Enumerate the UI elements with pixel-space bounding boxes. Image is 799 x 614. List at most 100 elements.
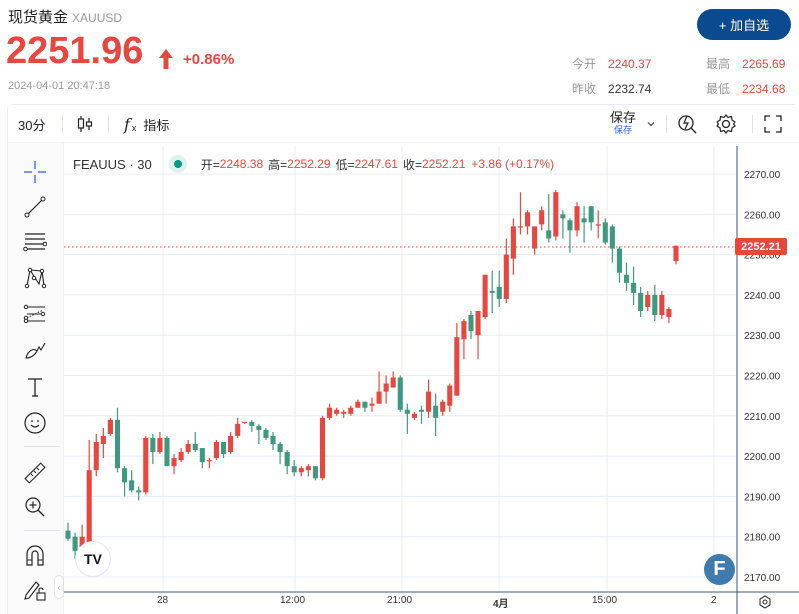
candlestick-icon: [77, 116, 93, 132]
candle-body: [242, 421, 248, 424]
crosshair-icon: [24, 161, 46, 183]
time-tick-label: 15:00: [592, 595, 618, 606]
time-tick-label: 28: [157, 595, 169, 606]
candle-body: [199, 448, 205, 463]
candle-body: [489, 290, 495, 293]
candle-body: [426, 391, 432, 412]
tool-crosshair[interactable]: [21, 158, 49, 186]
candle-body: [86, 470, 92, 551]
market-status-icon: [168, 155, 187, 173]
candle-body: [595, 224, 601, 226]
svg-text:2270.00: 2270.00: [744, 170, 781, 181]
candle-body: [475, 311, 481, 336]
quick-search-button[interactable]: [677, 105, 699, 143]
event-flag-badge[interactable]: F: [704, 554, 735, 585]
candle-body: [397, 377, 403, 410]
candle-body: [539, 210, 545, 225]
svg-text:2230.00: 2230.00: [744, 331, 781, 342]
save-sublabel: 保存: [613, 125, 632, 135]
candle-body: [319, 417, 326, 479]
candle-body: [588, 206, 594, 223]
candle-body: [157, 437, 163, 453]
brush-icon: [25, 342, 46, 359]
candle-body: [341, 411, 347, 414]
candle-body: [270, 435, 276, 445]
tradingview-logo[interactable]: TV: [75, 541, 111, 577]
save-button[interactable]: 保存 保存: [598, 110, 648, 136]
indicators-label: 指标: [143, 117, 170, 133]
stat-value: 2265.69: [742, 57, 786, 71]
fullscreen-button[interactable]: [764, 105, 782, 143]
candle-body: [93, 441, 99, 471]
chart-type-button[interactable]: [76, 105, 94, 143]
svg-text:2240.00: 2240.00: [744, 291, 781, 302]
candle-body: [616, 248, 622, 273]
candle-body: [164, 437, 170, 467]
candle-body: [122, 468, 128, 483]
time-tick-label: 12:00: [280, 595, 306, 606]
candle-body: [532, 226, 538, 249]
candle-body: [362, 401, 368, 408]
magnet-icon: [26, 545, 44, 566]
tool-horizontal-lines[interactable]: [21, 228, 49, 256]
legend-close-key: 收=: [402, 157, 422, 172]
lightning-search-icon: [678, 115, 697, 134]
candle-body: [383, 383, 389, 392]
candle-body: [560, 214, 566, 219]
candle-body: [192, 444, 198, 451]
candle-body: [390, 377, 396, 388]
tool-brush[interactable]: [21, 336, 49, 364]
candle-body: [298, 468, 304, 473]
legend-close: 2252.21: [421, 157, 466, 171]
tool-trend-line[interactable]: [21, 193, 49, 221]
svg-text:2200.00: 2200.00: [744, 452, 781, 463]
candle-body: [369, 403, 375, 406]
interval-selector[interactable]: 30分: [18, 117, 46, 133]
candle-body: [418, 409, 425, 412]
stat-value: 2240.37: [608, 57, 652, 71]
candle-body: [263, 429, 269, 438]
last-price-tag: 2252.21: [735, 238, 787, 255]
legend-symbol[interactable]: FEAUUS · 30: [73, 156, 152, 172]
collapse-toolbar-handle[interactable]: ‹: [54, 575, 64, 599]
tool-magnet[interactable]: [21, 541, 49, 569]
settings-button[interactable]: [715, 105, 737, 143]
tool-text[interactable]: [21, 373, 49, 401]
candle-body: [503, 254, 509, 299]
chevron-down-icon: [647, 122, 655, 127]
stat-label: 今开: [572, 57, 597, 71]
toolbar-divider: [752, 115, 753, 133]
svg-text:2250.00: 2250.00: [744, 251, 781, 262]
tool-emoji[interactable]: [21, 409, 49, 437]
candle-body: [178, 452, 184, 461]
save-dropdown-button[interactable]: [646, 105, 656, 143]
candle-body: [404, 409, 410, 414]
svg-text:2170.00: 2170.00: [744, 573, 781, 584]
svg-text:2260.00: 2260.00: [744, 210, 781, 221]
stat-label: 昨收: [572, 82, 597, 96]
candle-body: [659, 294, 665, 316]
svg-text:2220.00: 2220.00: [744, 372, 781, 383]
stat-label: 最高: [706, 57, 731, 71]
add-to-watchlist-button[interactable]: + 加自选: [697, 9, 791, 40]
candle-body: [447, 385, 453, 406]
price-axis: 2270.00 2260.00 2250.00 2240.00 2230.00 2220.…: [744, 170, 781, 584]
tool-pattern[interactable]: [21, 264, 49, 292]
tool-lock-drawings[interactable]: [21, 576, 49, 604]
tool-zoom-in[interactable]: [21, 493, 49, 521]
candles: [65, 190, 679, 559]
instrument-symbol: XAUUSD: [72, 11, 123, 25]
axis-settings-icon[interactable]: [757, 594, 773, 610]
tool-fib-retracement[interactable]: [21, 300, 49, 328]
candle-body: [171, 458, 177, 467]
parallel-lines-icon: [23, 233, 47, 252]
candle-body: [652, 294, 658, 316]
tool-ruler[interactable]: [21, 459, 49, 487]
candle-body: [348, 407, 354, 414]
candle-body: [107, 419, 113, 434]
candle-body: [454, 337, 460, 396]
legend-low: 2247.61: [354, 157, 398, 171]
candle-body: [143, 437, 149, 493]
